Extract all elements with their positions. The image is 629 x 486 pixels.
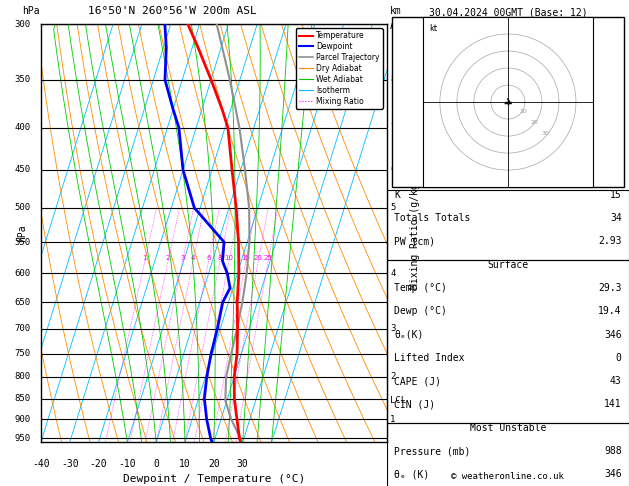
Text: hPa: hPa: [17, 225, 27, 242]
Text: 141: 141: [604, 399, 621, 410]
Text: 4: 4: [390, 269, 396, 278]
Text: -40: -40: [32, 459, 50, 469]
Text: Pressure (mb): Pressure (mb): [394, 446, 470, 456]
Text: 19.4: 19.4: [598, 306, 621, 316]
Text: 2.93: 2.93: [598, 236, 621, 246]
Text: LCL: LCL: [390, 396, 406, 405]
Text: 6: 6: [390, 166, 396, 174]
Text: 10: 10: [225, 255, 233, 261]
Text: 750: 750: [14, 349, 30, 358]
Bar: [387, 260, 629, 423]
Text: 2: 2: [166, 255, 170, 261]
Text: 8: 8: [390, 75, 396, 84]
Text: Temp (°C): Temp (°C): [394, 283, 447, 293]
Text: 20: 20: [208, 459, 220, 469]
Text: Totals Totals: Totals Totals: [394, 213, 470, 223]
Text: 10: 10: [519, 109, 526, 114]
Text: 43: 43: [610, 376, 621, 386]
Bar: [392, 17, 624, 187]
Text: 600: 600: [14, 269, 30, 278]
Text: 450: 450: [14, 166, 30, 174]
Text: 8: 8: [218, 255, 222, 261]
Text: 800: 800: [14, 372, 30, 381]
Text: hPa: hPa: [22, 6, 40, 16]
Text: 30: 30: [541, 131, 549, 136]
Text: ASL: ASL: [390, 20, 408, 31]
Text: 4: 4: [191, 255, 195, 261]
Text: 1: 1: [390, 415, 396, 424]
Text: 20: 20: [530, 120, 538, 125]
Text: 10: 10: [179, 459, 191, 469]
Text: 300: 300: [14, 20, 30, 29]
Text: km: km: [390, 6, 402, 16]
Text: PW (cm): PW (cm): [394, 236, 435, 246]
Text: 5: 5: [390, 203, 396, 212]
Text: 29.3: 29.3: [598, 283, 621, 293]
Text: 350: 350: [14, 75, 30, 84]
Text: 950: 950: [14, 434, 30, 443]
Text: 25: 25: [264, 255, 272, 261]
Text: 346: 346: [604, 330, 621, 340]
Legend: Temperature, Dewpoint, Parcel Trajectory, Dry Adiabat, Wet Adiabat, Isotherm, Mi: Temperature, Dewpoint, Parcel Trajectory…: [296, 28, 383, 109]
Text: 1: 1: [143, 255, 147, 261]
Bar: [387, 423, 629, 486]
Text: 20: 20: [254, 255, 263, 261]
Text: 650: 650: [14, 297, 30, 307]
Text: CIN (J): CIN (J): [394, 399, 435, 410]
Text: 3: 3: [390, 324, 396, 333]
Text: 550: 550: [14, 238, 30, 246]
Text: 346: 346: [604, 469, 621, 480]
Text: 400: 400: [14, 123, 30, 132]
Text: 700: 700: [14, 324, 30, 333]
Text: Surface: Surface: [487, 260, 528, 270]
Text: Dewp (°C): Dewp (°C): [394, 306, 447, 316]
Text: θₑ (K): θₑ (K): [394, 469, 430, 480]
Text: 15: 15: [242, 255, 250, 261]
Text: Dewpoint / Temperature (°C): Dewpoint / Temperature (°C): [123, 473, 305, 484]
Text: -20: -20: [90, 459, 108, 469]
Text: 34: 34: [610, 213, 621, 223]
Text: 850: 850: [14, 394, 30, 403]
Text: 7: 7: [390, 123, 396, 132]
Text: 30: 30: [237, 459, 248, 469]
Text: CAPE (J): CAPE (J): [394, 376, 441, 386]
Text: K: K: [394, 190, 400, 200]
Text: 6: 6: [206, 255, 211, 261]
Text: -10: -10: [118, 459, 136, 469]
Text: 30.04.2024 00GMT (Base: 12): 30.04.2024 00GMT (Base: 12): [428, 7, 587, 17]
Text: Mixing Ratio (g/kg): Mixing Ratio (g/kg): [409, 177, 420, 289]
Text: 0: 0: [616, 353, 621, 363]
Text: Most Unstable: Most Unstable: [470, 423, 546, 433]
Text: 988: 988: [604, 446, 621, 456]
Text: Lifted Index: Lifted Index: [394, 353, 465, 363]
Text: 2: 2: [390, 372, 396, 381]
Text: 900: 900: [14, 415, 30, 424]
Text: -30: -30: [61, 459, 79, 469]
Text: 15: 15: [610, 190, 621, 200]
Text: 3: 3: [181, 255, 185, 261]
Bar: [387, 190, 629, 260]
Text: θₑ(K): θₑ(K): [394, 330, 423, 340]
Text: kt: kt: [430, 24, 438, 33]
Text: 0: 0: [153, 459, 159, 469]
Text: 500: 500: [14, 203, 30, 212]
Text: © weatheronline.co.uk: © weatheronline.co.uk: [452, 472, 564, 481]
Text: 16°50'N 260°56'W 200m ASL: 16°50'N 260°56'W 200m ASL: [88, 6, 257, 16]
